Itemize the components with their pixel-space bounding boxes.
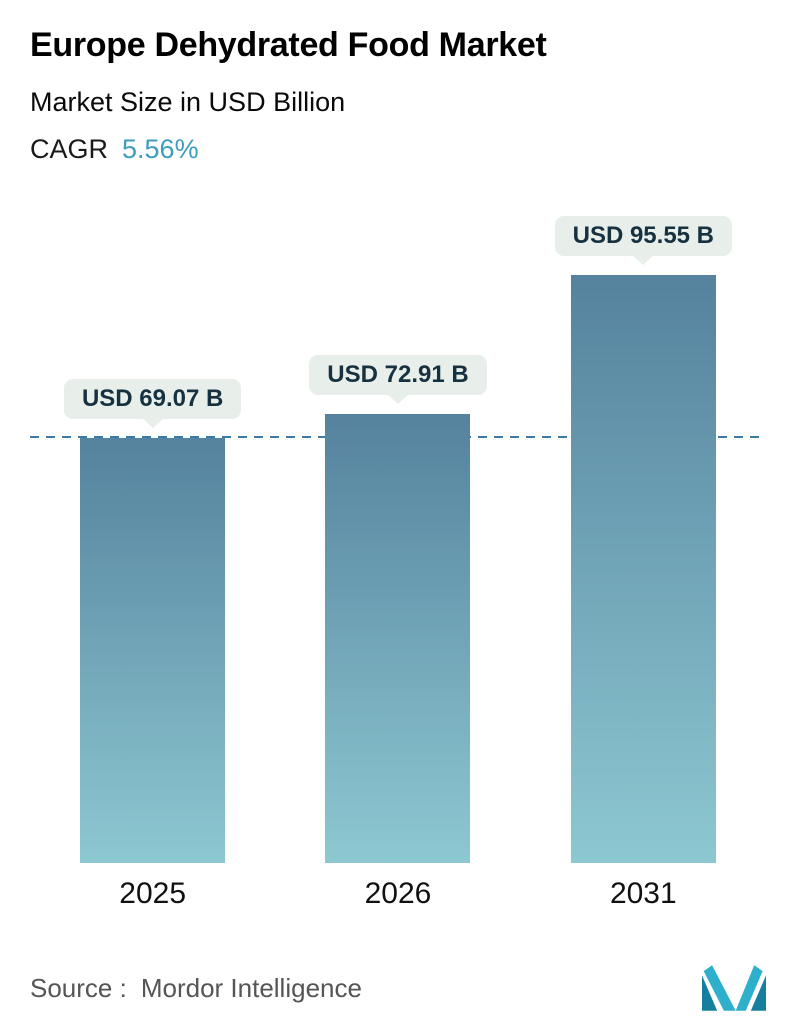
callout-arrow — [632, 255, 655, 265]
value-callout-box: USD 72.91 B — [309, 355, 487, 395]
value-callout: USD 72.91 B — [309, 355, 487, 404]
mordor-intelligence-logo-icon — [702, 965, 766, 1011]
bar-column-2031: USD 95.55 B — [554, 216, 733, 863]
bar-column-2026: USD 72.91 B — [309, 355, 487, 863]
callout-arrow — [386, 394, 409, 404]
source-attribution: Source : Mordor Intelligence — [30, 973, 362, 1004]
plot-area: USD 69.07 B USD 72.91 B USD 95.55 B — [30, 216, 766, 863]
bar-2025 — [80, 438, 226, 863]
x-axis-label-2031: 2031 — [609, 877, 677, 910]
chart-page: Europe Dehydrated Food Market Market Siz… — [30, 26, 766, 911]
bar-2026 — [325, 414, 471, 863]
callout-arrow — [141, 418, 164, 428]
source-value: Mordor Intelligence — [140, 972, 362, 1003]
value-callout: USD 95.55 B — [554, 216, 733, 265]
cagr-value: 5.56% — [122, 134, 199, 164]
value-callout: USD 69.07 B — [63, 379, 242, 428]
bar-column-2025: USD 69.07 B — [63, 379, 242, 863]
cagr-label: CAGR — [30, 134, 109, 164]
source-label: Source : — [30, 972, 127, 1003]
value-callout-box: USD 95.55 B — [554, 216, 733, 256]
x-axis-label-2025: 2025 — [119, 877, 187, 910]
chart-title: Europe Dehydrated Food Market — [30, 26, 547, 64]
footer: Source : Mordor Intelligence — [30, 964, 766, 1012]
x-axis-label-2026: 2026 — [364, 877, 432, 910]
bar-chart: USD 69.07 B USD 72.91 B USD 95.55 B 2025 20… — [30, 216, 766, 911]
x-axis-labels: 2025 2026 2031 — [30, 877, 766, 911]
cagr-row: CAGR 5.56% — [30, 134, 766, 165]
bar-2031 — [570, 275, 716, 863]
value-callout-box: USD 69.07 B — [63, 379, 242, 419]
chart-subtitle: Market Size in USD Billion — [30, 87, 346, 117]
